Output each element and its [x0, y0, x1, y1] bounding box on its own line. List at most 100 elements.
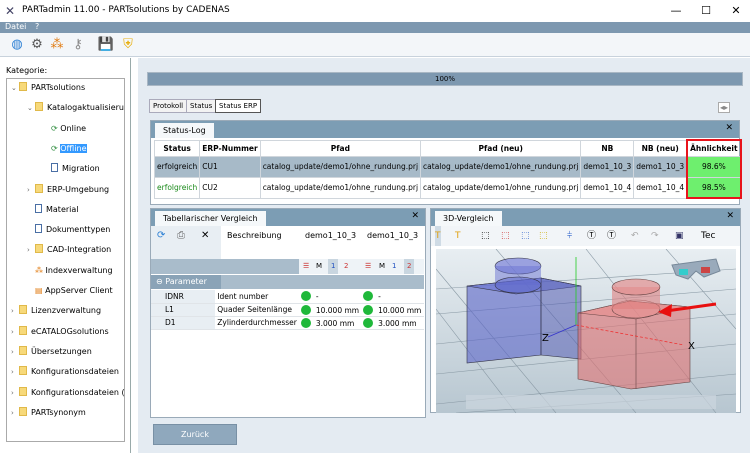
hierarchy-icon[interactable]: ⁂ — [50, 37, 64, 52]
parameter-group[interactable]: ⊖ Parameter — [151, 275, 221, 289]
expand-icon[interactable]: ⌄ — [11, 84, 17, 92]
sidebar: Kategorie: ⌄ PARTsolutions ⌄ Katalogaktuali… — [0, 58, 131, 453]
column-header[interactable]: Ähnlichkeit — [686, 139, 742, 156]
print-icon[interactable]: ⎙ — [177, 230, 185, 241]
tree-item[interactable]: ⁂ Indexverwaltung — [27, 265, 113, 277]
close-button[interactable]: ✕ — [731, 4, 741, 17]
collapse-icon[interactable]: ⊖ — [156, 277, 163, 286]
compare-cell: 10.000 mm — [361, 303, 424, 317]
section-icon[interactable]: ⫩ — [567, 231, 573, 241]
compare-row[interactable]: L1 Quader Seitenlänge 10.000 mm 10.000 mm — [151, 303, 424, 317]
table-row[interactable]: erfolgreich CU2 catalog_update/demo1/ohne_… — [153, 176, 742, 199]
tree-item[interactable]: ⌄ PARTsolutions — [11, 82, 85, 94]
table-cell: demo1_10_4 — [633, 176, 688, 199]
menu-help[interactable]: ? — [35, 22, 40, 31]
tree-item[interactable]: Material — [27, 203, 79, 216]
tree-item[interactable]: Dokumenttypen — [27, 224, 110, 236]
3d-viewport[interactable]: Z X — [436, 249, 736, 413]
tree-item[interactable]: ⟳ Online — [43, 123, 86, 135]
collapse-arrow-icon[interactable]: › — [11, 347, 14, 356]
column-header[interactable]: ERP-Nummer — [199, 139, 261, 157]
collapse-arrow-icon[interactable]: › — [11, 327, 14, 336]
column-header[interactable]: Pfad (neu) — [420, 139, 582, 157]
keys-icon[interactable]: ⚷ — [73, 37, 83, 52]
minimize-button[interactable]: — — [670, 4, 682, 17]
back-button[interactable]: Zurück — [153, 424, 237, 445]
collapse-arrow-icon[interactable]: › — [11, 368, 14, 377]
tab-status-erp[interactable]: Status ERP — [215, 99, 262, 113]
mode-1-b[interactable]: 1 — [392, 262, 397, 270]
tree-item[interactable]: › Konfigurationsdateien (V2 — [11, 386, 124, 399]
tree-item[interactable]: › CAD-Integration — [27, 244, 111, 256]
tec-label[interactable]: Tec — [701, 231, 716, 241]
mode-buttons: ☰ M 1 2 ☰ M 1 2 — [299, 259, 424, 274]
tree-item[interactable]: › eCATALOGsolutions — [11, 325, 109, 338]
close-icon[interactable]: ✕ — [411, 211, 419, 221]
select-b-icon[interactable]: ⬚ — [521, 231, 530, 241]
diff-icon[interactable]: ☰ — [365, 262, 372, 270]
solid-icon[interactable]: T — [455, 231, 461, 241]
column-header[interactable]: NB — [580, 139, 635, 157]
tools-icon[interactable]: ⚙ — [31, 37, 43, 52]
select-both-icon[interactable]: ⬚ — [539, 231, 548, 241]
tree-item[interactable]: ⟳ Offline — [43, 143, 87, 155]
hierarchy-icon: ⁂ — [35, 265, 46, 275]
measure-icon[interactable]: Ⓣ — [587, 231, 597, 241]
diff-icon[interactable]: ☰ — [303, 262, 310, 270]
collapse-arrow-icon[interactable]: › — [11, 307, 14, 316]
collapse-arrow-icon[interactable]: › — [11, 408, 14, 417]
collapse-arrow-icon[interactable]: › — [11, 388, 14, 397]
tab-scroll-arrows[interactable]: ◂▸ — [718, 102, 731, 113]
column-header[interactable]: Pfad — [259, 139, 422, 157]
document-icon — [35, 224, 42, 234]
mode-2-a[interactable]: 2 — [344, 262, 349, 270]
compare-table: IDNR Ident number - - L1 Quader Seitenlänge 10… — [151, 290, 424, 330]
tree-item[interactable]: › Lizenzverwaltung — [11, 305, 101, 317]
3d-compare-tab[interactable]: 3D-Vergleich — [435, 211, 502, 226]
tab-protokoll[interactable]: Protokoll — [149, 99, 188, 113]
undo-icon[interactable]: ↶ — [631, 231, 639, 241]
tree-item[interactable]: › Übersetzungen — [11, 345, 92, 358]
main-area: 100% Protokoll Status Status ERP ◂▸ Stat… — [138, 58, 750, 453]
tree-item[interactable]: ▤ AppServer Client — [27, 285, 113, 297]
measure2-icon[interactable]: Ⓣ — [607, 231, 617, 241]
table-row[interactable]: erfolgreich CU1 catalog_update/demo1/ohne_… — [153, 155, 742, 178]
expand-icon[interactable]: ⌄ — [27, 104, 33, 113]
close-icon[interactable]: ✕ — [726, 211, 734, 221]
globe-sync-icon[interactable]: ◍ — [11, 37, 23, 52]
transparent-icon[interactable]: T — [435, 226, 441, 246]
collapse-arrow-icon[interactable]: › — [27, 246, 30, 255]
clear-icon[interactable]: ✕ — [201, 230, 210, 241]
red-part — [577, 278, 691, 390]
close-icon[interactable]: ✕ — [725, 123, 733, 133]
3d-glasses-icon[interactable] — [671, 258, 721, 280]
maximize-button[interactable]: ☐ — [701, 4, 711, 17]
menu-datei[interactable]: Datei — [5, 22, 27, 31]
compare-row[interactable]: IDNR Ident number - - — [151, 290, 424, 304]
save-icon[interactable]: 💾 — [97, 37, 115, 52]
select-a-icon[interactable]: ⬚ — [501, 231, 510, 241]
tree-item[interactable]: › ERP-Umgebung — [27, 183, 109, 196]
refresh-icon[interactable]: ⟳ — [157, 230, 166, 241]
select-icon[interactable]: ⬚ — [481, 231, 490, 241]
tree-item[interactable]: › Konfigurationsdateien — [11, 366, 119, 378]
collapse-arrow-icon[interactable]: › — [27, 185, 30, 194]
mode-m-b[interactable]: M — [379, 262, 386, 270]
view-cube-bar[interactable] — [466, 395, 716, 409]
compare-row[interactable]: D1 Zylinderdurchmesser 3.000 mm 3.000 mm — [151, 316, 424, 330]
status-log-tab[interactable]: Status-Log — [155, 123, 214, 138]
blue-part — [466, 257, 582, 364]
tree-item[interactable]: ⌄ Katalogaktualisierung — [27, 102, 124, 114]
tabular-compare-tab[interactable]: Tabellarischer Vergleich — [155, 211, 266, 226]
redo-icon[interactable]: ↷ — [651, 231, 659, 241]
tree-item[interactable]: Migration — [43, 163, 100, 175]
shield-icon[interactable]: ⛨ — [123, 37, 133, 52]
mode-1-a[interactable]: 1 — [328, 259, 339, 274]
mode-m-a[interactable]: M — [316, 262, 323, 270]
tab-status[interactable]: Status — [186, 99, 217, 113]
view-icon[interactable]: ▣ — [675, 231, 684, 241]
column-header[interactable]: NB (neu) — [633, 139, 688, 157]
mode-2-b[interactable]: 2 — [404, 259, 415, 274]
tree-item[interactable]: › PARTsynonym — [11, 406, 86, 419]
column-header[interactable]: Status — [153, 139, 201, 157]
